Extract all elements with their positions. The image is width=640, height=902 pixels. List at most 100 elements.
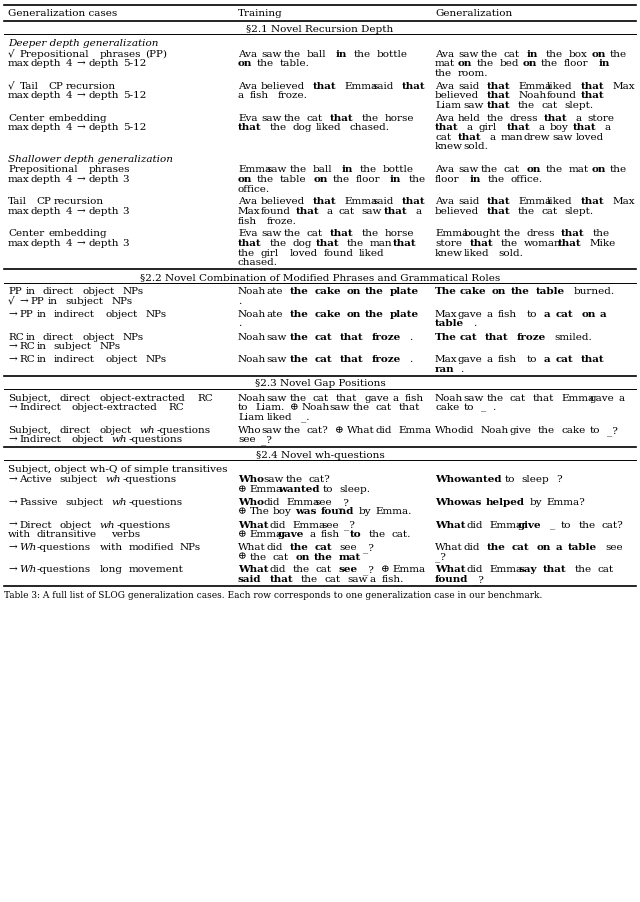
Text: Ava: Ava — [435, 50, 454, 59]
Text: direct: direct — [42, 287, 74, 296]
Text: the: the — [284, 426, 301, 435]
Text: -questions: -questions — [117, 520, 171, 529]
Text: saw: saw — [267, 354, 287, 364]
Text: to: to — [323, 484, 333, 493]
Text: depth: depth — [88, 207, 118, 216]
Text: a: a — [556, 542, 562, 551]
Text: Subject,: Subject, — [8, 393, 51, 402]
Text: did: did — [463, 542, 480, 551]
Text: that: that — [330, 229, 353, 238]
Text: cat: cat — [273, 552, 289, 561]
Text: -questions: -questions — [157, 426, 211, 435]
Text: .: . — [492, 403, 495, 412]
Text: cat.: cat. — [391, 529, 411, 538]
Text: said: said — [458, 198, 479, 207]
Text: indirect: indirect — [54, 354, 95, 364]
Text: Noah: Noah — [238, 332, 266, 341]
Text: give: give — [518, 520, 541, 529]
Text: Emma: Emma — [292, 520, 326, 529]
Text: cake: cake — [435, 403, 460, 412]
Text: that: that — [581, 198, 605, 207]
Text: that: that — [486, 207, 510, 216]
Text: phrases: phrases — [88, 165, 130, 174]
Text: froze: froze — [371, 354, 401, 364]
Text: did: did — [269, 520, 286, 529]
Text: Indirect: Indirect — [19, 403, 61, 412]
Text: subject: subject — [65, 497, 103, 506]
Text: 3: 3 — [123, 175, 129, 184]
Text: dress: dress — [509, 114, 538, 123]
Text: cat: cat — [598, 565, 614, 574]
Text: helped: helped — [485, 497, 524, 506]
Text: the: the — [284, 229, 301, 238]
Text: the: the — [541, 59, 558, 68]
Text: cat?: cat? — [307, 426, 328, 435]
Text: embedding: embedding — [48, 114, 107, 123]
Text: froze: froze — [516, 332, 546, 341]
Text: Mike: Mike — [590, 239, 616, 248]
Text: to: to — [589, 426, 600, 435]
Text: the: the — [518, 100, 535, 109]
Text: that: that — [469, 239, 493, 248]
Text: max: max — [8, 175, 29, 184]
Text: the: the — [545, 165, 563, 174]
Text: Noah: Noah — [238, 309, 266, 318]
Text: →: → — [8, 497, 17, 506]
Text: a: a — [538, 123, 545, 132]
Text: cat: cat — [307, 229, 323, 238]
Text: to: to — [463, 403, 474, 412]
Text: 4: 4 — [65, 91, 72, 100]
Text: was: was — [460, 497, 481, 506]
Text: bottle: bottle — [377, 50, 408, 59]
Text: subject: subject — [60, 475, 97, 484]
Text: Noah: Noah — [238, 393, 266, 402]
Text: verbs: verbs — [111, 529, 140, 538]
Text: Table 3: A full list of SLOG generalization cases. Each row corresponds to one g: Table 3: A full list of SLOG generalizat… — [4, 590, 542, 599]
Text: see: see — [340, 542, 357, 551]
Text: that: that — [581, 91, 605, 100]
Text: the: the — [269, 123, 287, 132]
Text: wh: wh — [140, 426, 156, 435]
Text: girl: girl — [478, 123, 496, 132]
Text: to: to — [561, 520, 572, 529]
Text: max: max — [8, 59, 29, 68]
Text: that: that — [486, 100, 510, 109]
Text: fish: fish — [321, 529, 340, 538]
Text: RC: RC — [197, 393, 213, 402]
Text: indirect: indirect — [54, 309, 95, 318]
Text: horse: horse — [384, 229, 413, 238]
Text: saw: saw — [261, 229, 282, 238]
Text: that: that — [573, 123, 596, 132]
Text: on: on — [314, 175, 328, 184]
Text: cat: cat — [339, 207, 355, 216]
Text: in: in — [48, 297, 58, 306]
Text: wanted: wanted — [460, 475, 502, 484]
Text: gave: gave — [364, 393, 388, 402]
Text: CP: CP — [48, 81, 63, 90]
Text: →: → — [77, 123, 86, 132]
Text: a: a — [544, 309, 550, 318]
Text: Liam.: Liam. — [255, 403, 284, 412]
Text: fish: fish — [498, 354, 517, 364]
Text: the: the — [408, 175, 426, 184]
Text: the: the — [354, 50, 371, 59]
Text: the: the — [518, 207, 535, 216]
Text: _: _ — [550, 520, 555, 529]
Text: did: did — [467, 520, 483, 529]
Text: see: see — [238, 435, 255, 444]
Text: →: → — [8, 520, 17, 529]
Text: girl: girl — [261, 248, 279, 257]
Text: a: a — [486, 354, 493, 364]
Text: ⊕: ⊕ — [238, 507, 247, 516]
Text: Wh: Wh — [19, 565, 36, 574]
Text: Training: Training — [238, 9, 283, 18]
Text: -questions: -questions — [36, 542, 91, 551]
Text: the: the — [257, 175, 274, 184]
Text: table: table — [435, 319, 464, 328]
Text: cat: cat — [312, 393, 328, 402]
Text: depth: depth — [31, 59, 61, 68]
Text: movement: movement — [128, 565, 183, 574]
Text: ⊕: ⊕ — [289, 403, 298, 412]
Text: a: a — [486, 309, 493, 318]
Text: that: that — [507, 123, 531, 132]
